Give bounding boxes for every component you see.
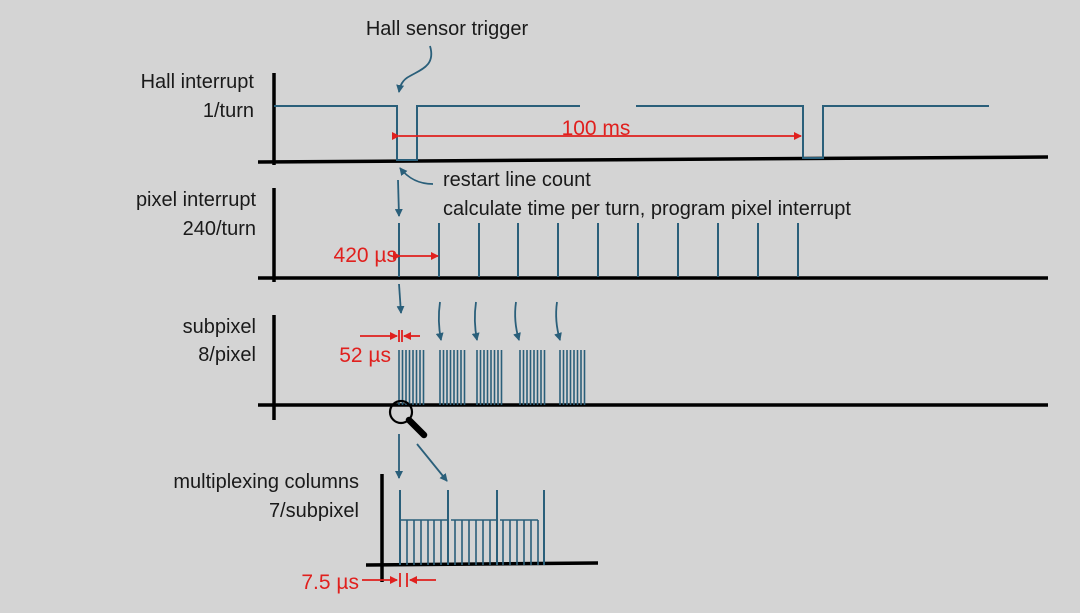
row-label-pixel-rate: 240/turn (183, 218, 256, 240)
period-label: 100 ms (562, 117, 631, 140)
subpixel-burst (476, 350, 503, 405)
row-label-subpixel: subpixel (183, 316, 256, 338)
zoom-arrow-diagonal (416, 443, 448, 482)
diagram-title: Hall sensor trigger (366, 18, 529, 40)
subpixel-burst (439, 350, 466, 405)
notes-arrow (399, 167, 434, 185)
row-label-subpixel-rate: 8/pixel (198, 344, 256, 366)
hall-waveform (274, 105, 989, 161)
subpixel-burst (559, 350, 586, 405)
row-label-mux-rate: 7/subpixel (269, 500, 359, 522)
pixel-interval-label: 420 µs (334, 244, 397, 267)
hall-to-pixel-arrow (394, 179, 403, 217)
note-calculate: calculate time per turn, program pixel i… (443, 198, 851, 220)
axes (257, 73, 1049, 582)
mux-tall-pulses (399, 490, 545, 565)
magnifier-icon (388, 399, 428, 439)
mux-column-pulses (400, 519, 539, 565)
row-label-hall-rate: 1/turn (203, 100, 254, 122)
note-restart: restart line count (443, 169, 591, 191)
subpixel-burst (519, 350, 546, 405)
row-label-hall: Hall interrupt (141, 71, 255, 93)
pixel-pulses (398, 223, 799, 277)
subpixel-bursts (398, 350, 586, 405)
subpixel-interval-label: 52 µs (339, 344, 391, 367)
column-interval-label: 7.5 µs (301, 571, 359, 594)
subpixel-burst (398, 350, 425, 405)
row-label-mux: multiplexing columns (173, 471, 359, 493)
pixel-to-subpixel-arrows (396, 283, 562, 341)
trigger-arrow (396, 45, 433, 93)
row-label-pixel: pixel interrupt (136, 189, 257, 211)
